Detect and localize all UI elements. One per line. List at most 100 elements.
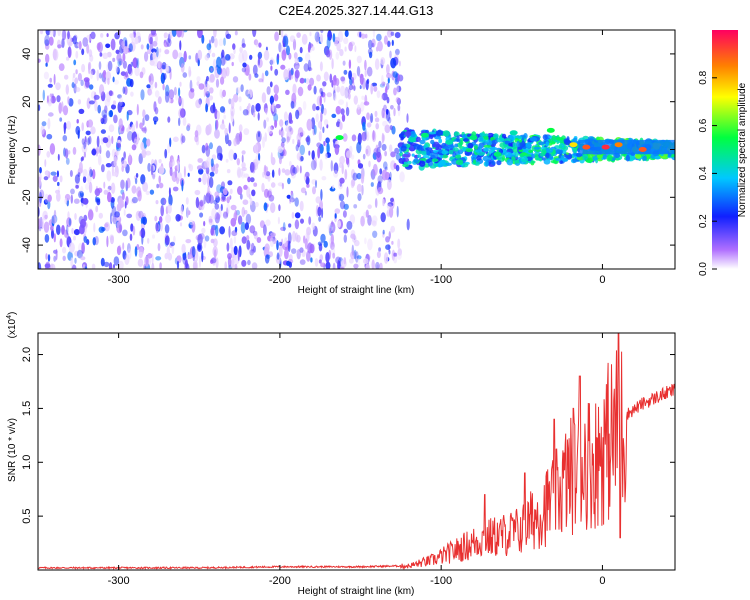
signal-blob — [406, 143, 411, 148]
noise-blob — [314, 258, 319, 267]
noise-blob — [289, 35, 296, 43]
signal-blob — [545, 141, 550, 147]
noise-blob — [278, 167, 281, 176]
noise-blob — [57, 30, 61, 37]
noise-blob — [238, 51, 244, 64]
noise-blob — [385, 86, 388, 94]
noise-blob — [129, 78, 134, 88]
noise-blob — [264, 107, 269, 114]
noise-blob — [104, 105, 108, 114]
signal-blob — [431, 158, 439, 162]
noise-blob — [239, 46, 243, 53]
noise-blob — [365, 263, 370, 269]
strong-point — [445, 139, 454, 145]
noise-blob — [213, 30, 217, 38]
noise-blob — [142, 216, 147, 225]
noise-blob — [86, 44, 90, 54]
noise-blob — [106, 33, 109, 38]
signal-blob — [444, 145, 450, 150]
noise-blob — [239, 105, 242, 111]
noise-blob — [381, 74, 384, 86]
noise-blob — [111, 104, 116, 110]
noise-blob — [348, 59, 352, 69]
noise-blob — [127, 63, 132, 75]
noise-blob — [343, 234, 347, 243]
noise-blob — [295, 109, 300, 120]
noise-blob — [156, 227, 159, 234]
signal-blob — [487, 132, 494, 138]
noise-blob — [223, 37, 226, 46]
noise-blob — [389, 125, 393, 131]
noise-blob — [349, 78, 353, 86]
noise-blob — [374, 110, 378, 118]
colorbar-gradient — [712, 30, 738, 269]
noise-blob — [340, 108, 345, 115]
noise-blob — [130, 61, 133, 67]
noise-blob — [312, 103, 317, 112]
noise-blob — [354, 45, 357, 53]
signal-blob — [496, 160, 502, 166]
noise-blob — [99, 52, 103, 57]
signal-blob — [474, 149, 483, 153]
noise-blob — [167, 143, 171, 154]
signal-blob — [444, 162, 452, 166]
noise-blob — [300, 155, 304, 162]
noise-blob — [168, 89, 175, 100]
noise-blob — [44, 234, 50, 243]
noise-blob — [74, 77, 79, 85]
noise-blob — [158, 182, 164, 189]
noise-blob — [363, 101, 370, 106]
noise-blob — [163, 32, 169, 39]
signal-blob — [415, 136, 421, 142]
noise-blob — [81, 138, 85, 145]
noise-blob — [230, 98, 235, 110]
noise-blob — [179, 81, 182, 87]
noise-blob — [384, 124, 391, 134]
noise-blob — [164, 91, 170, 103]
noise-blob — [228, 98, 232, 105]
signal-blob — [473, 145, 478, 150]
noise-blob — [247, 176, 251, 183]
noise-blob — [337, 259, 340, 269]
signal-blob — [429, 134, 434, 140]
noise-blob — [359, 73, 364, 86]
noise-blob — [308, 216, 312, 225]
noise-blob — [351, 134, 357, 142]
noise-blob — [382, 229, 385, 235]
noise-blob — [105, 71, 112, 81]
noise-blob — [92, 237, 97, 246]
noise-blob — [165, 84, 170, 97]
noise-blob — [152, 51, 156, 60]
noise-blob — [348, 42, 353, 52]
noise-blob — [281, 182, 284, 190]
noise-blob — [353, 249, 357, 260]
noise-blob — [241, 166, 247, 172]
noise-blob — [332, 75, 337, 86]
noise-blob — [72, 76, 75, 85]
noise-blob — [47, 83, 53, 88]
tone-band — [578, 139, 675, 155]
noise-blob — [155, 256, 162, 261]
snr-plot-area — [38, 333, 675, 570]
noise-blob — [73, 198, 80, 204]
noise-blob — [44, 159, 47, 168]
noise-blob — [81, 143, 88, 154]
noise-blob — [305, 176, 310, 185]
noise-blob — [286, 260, 291, 266]
noise-blob — [204, 54, 209, 61]
noise-blob — [110, 212, 113, 225]
noise-blob — [64, 197, 68, 205]
noise-blob — [229, 237, 233, 249]
noise-blob — [376, 264, 379, 269]
noise-blob — [372, 163, 378, 176]
noise-blob — [109, 110, 113, 118]
noise-blob — [253, 161, 259, 171]
noise-blob — [262, 136, 265, 148]
noise-blob — [194, 130, 199, 138]
noise-blob — [123, 46, 129, 55]
signal-blob — [555, 149, 564, 155]
noise-blob — [203, 220, 206, 227]
noise-blob — [237, 249, 240, 262]
noise-blob — [47, 94, 53, 107]
noise-blob — [370, 113, 374, 123]
